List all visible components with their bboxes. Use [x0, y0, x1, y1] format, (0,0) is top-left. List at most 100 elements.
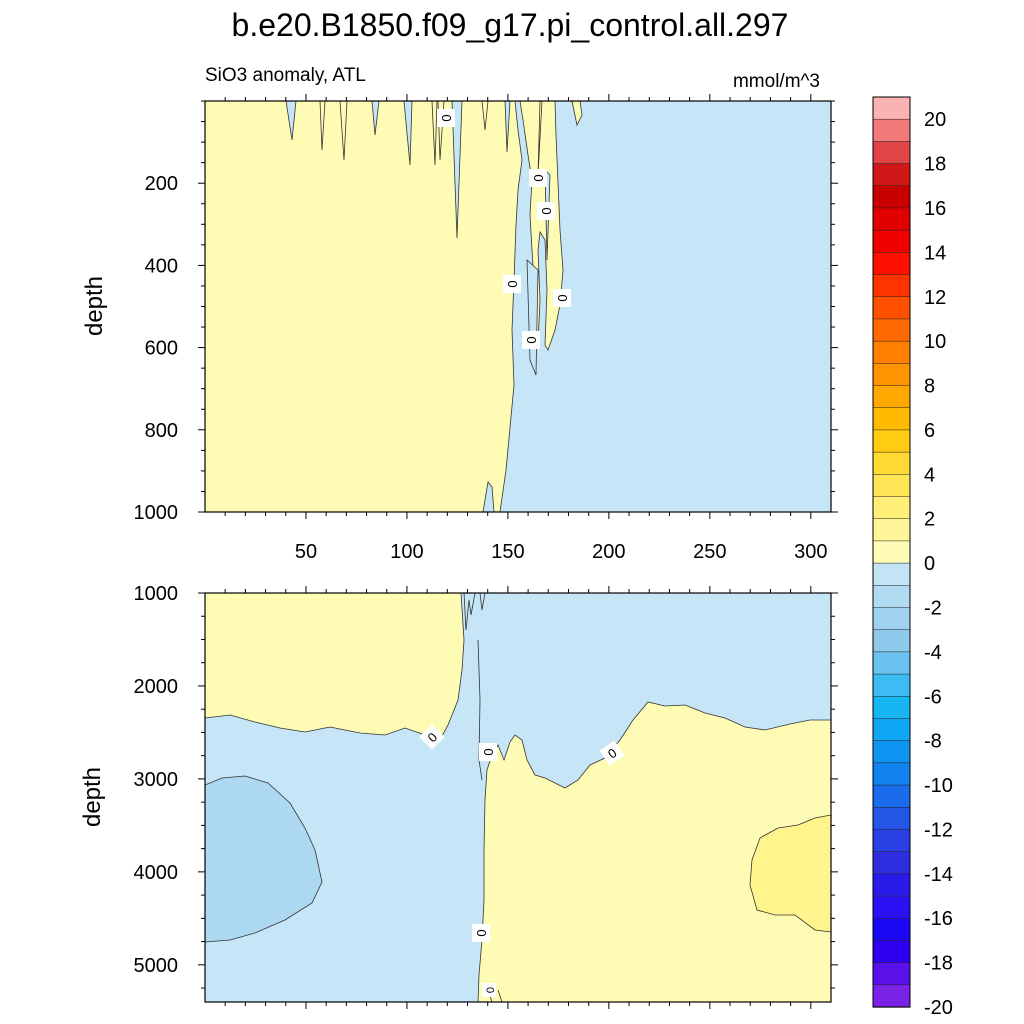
colorbar — [872, 96, 911, 1008]
colorbar-label: -20 — [924, 997, 953, 1019]
colorbar-swatch — [872, 252, 911, 276]
lower-y-tick-label: 2000 — [134, 676, 179, 698]
upper-y-tick-label: 1000 — [134, 502, 179, 524]
colorbar-swatch — [872, 585, 911, 609]
upper-thin-contours — [319, 101, 543, 176]
colorbar-swatch — [872, 540, 911, 564]
upper-contour-label: 0 — [555, 294, 570, 301]
colorbar-label: 8 — [924, 376, 935, 398]
colorbar-swatch — [872, 917, 911, 942]
colorbar-label: 18 — [924, 154, 946, 176]
colorbar-label: -14 — [924, 864, 953, 886]
colorbar-label: 4 — [924, 464, 935, 486]
colorbar-swatch — [872, 274, 911, 298]
upper-contour-label: 0 — [531, 174, 546, 181]
lower-contour-label: 0 — [481, 748, 496, 755]
upper-x-tick-label: 100 — [390, 541, 423, 563]
colorbar-label: 2 — [924, 509, 935, 531]
colorbar-label: 20 — [924, 109, 946, 131]
colorbar-frame — [872, 96, 911, 1008]
upper-y-tick-label: 400 — [145, 255, 178, 277]
upper-y-axis-label: depth — [81, 276, 108, 336]
colorbar-label: -12 — [924, 819, 953, 841]
colorbar-swatch — [872, 629, 911, 653]
lower-panel: 1000 2000 3000 4000 5000 depth 0 0 0 0 0 — [79, 583, 838, 1009]
colorbar-swatch — [872, 518, 911, 542]
colorbar-label: -8 — [924, 731, 942, 753]
upper-contour-labels: 0 0 0 0 0 0 — [437, 109, 571, 349]
colorbar-swatch — [872, 207, 911, 231]
upper-x-tick-labels: 50 100 150 200 250 300 — [295, 541, 828, 563]
colorbar-swatch — [872, 829, 911, 853]
colorbar-label: 12 — [924, 287, 946, 309]
lower-y-tick-label: 4000 — [134, 862, 179, 884]
colorbar-swatch — [872, 940, 911, 964]
colorbar-label: 14 — [924, 242, 946, 264]
upper-x-tick-label: 200 — [592, 541, 625, 563]
colorbar-swatch — [872, 363, 911, 387]
lower-positive-core — [749, 814, 831, 933]
colorbar-swatch — [872, 718, 911, 742]
upper-contour-label: 0 — [505, 280, 520, 287]
upper-panel: 200 400 600 800 1000 50 100 150 200 250 300 depth… — [81, 94, 838, 563]
chart-subtitle: SiO3 anomaly, ATL — [205, 65, 366, 86]
upper-contour-label: 0 — [524, 336, 539, 343]
colorbar-swatch — [872, 651, 911, 675]
upper-y-tick-label: 800 — [145, 420, 178, 442]
upper-x-tick-label: 300 — [794, 541, 827, 563]
colorbar-label: -10 — [924, 775, 953, 797]
colorbar-swatch — [872, 696, 911, 720]
colorbar-swatch — [872, 407, 911, 431]
colorbar-swatch — [872, 296, 911, 320]
colorbar-label: 16 — [924, 198, 946, 220]
colorbar-label: -16 — [924, 908, 953, 930]
lower-deep-negative-core — [205, 775, 323, 943]
colorbar-swatch — [872, 318, 911, 342]
colorbar-label: -2 — [924, 597, 942, 619]
upper-y-tick-label: 600 — [145, 338, 178, 360]
colorbar-swatch — [872, 385, 911, 409]
lower-positive-right — [477, 701, 831, 1002]
colorbar-swatch — [872, 895, 911, 919]
lower-y-axis-label: depth — [79, 767, 106, 827]
lower-tick-marks — [198, 586, 838, 1009]
colorbar-swatch — [872, 562, 911, 586]
colorbar-label: 10 — [924, 331, 946, 353]
upper-contour-label: 0 — [439, 114, 454, 121]
lower-thin-contours — [463, 593, 503, 1002]
colorbar-swatch — [872, 429, 911, 453]
colorbar-swatch — [872, 873, 911, 897]
lower-y-tick-labels: 1000 2000 3000 4000 5000 — [134, 583, 179, 977]
upper-x-tick-label: 250 — [693, 541, 726, 563]
colorbar-label: 0 — [924, 553, 935, 575]
colorbar-swatch — [872, 806, 911, 831]
colorbar-swatch — [872, 762, 911, 786]
upper-tick-marks — [198, 94, 838, 519]
colorbar-swatch — [872, 96, 911, 120]
chart-title: b.e20.B1850.f09_g17.pi_control.all.297 — [232, 7, 789, 43]
lower-y-tick-label: 5000 — [134, 955, 179, 977]
colorbar-label: 6 — [924, 420, 935, 442]
colorbar-label: -4 — [924, 642, 942, 664]
colorbar-swatch — [872, 340, 911, 364]
colorbar-label: -18 — [924, 953, 953, 975]
upper-x-tick-label: 50 — [295, 541, 317, 563]
upper-y-tick-label: 200 — [145, 173, 178, 195]
lower-y-tick-label: 1000 — [134, 583, 179, 605]
units-label: mmol/m^3 — [733, 71, 820, 92]
lower-y-tick-label: 3000 — [134, 769, 179, 791]
lower-plot-frame — [204, 592, 832, 1003]
colorbar-swatch — [872, 474, 911, 498]
lower-contour-labels: 0 0 0 0 0 — [419, 724, 625, 997]
upper-x-tick-label: 150 — [491, 541, 524, 563]
colorbar-label: -6 — [924, 686, 942, 708]
lower-positive-upper-left — [205, 593, 465, 741]
colorbar-swatch — [872, 118, 911, 143]
colorbar-swatch — [872, 740, 911, 764]
colorbar-labels: 20181614121086420-2-4-6-8-10-12-14-16-18… — [924, 109, 953, 1019]
lower-contour-label: 0 — [474, 929, 489, 936]
colorbar-swatch — [872, 229, 911, 254]
colorbar-swatch — [872, 962, 911, 986]
upper-positive-region — [205, 101, 583, 512]
